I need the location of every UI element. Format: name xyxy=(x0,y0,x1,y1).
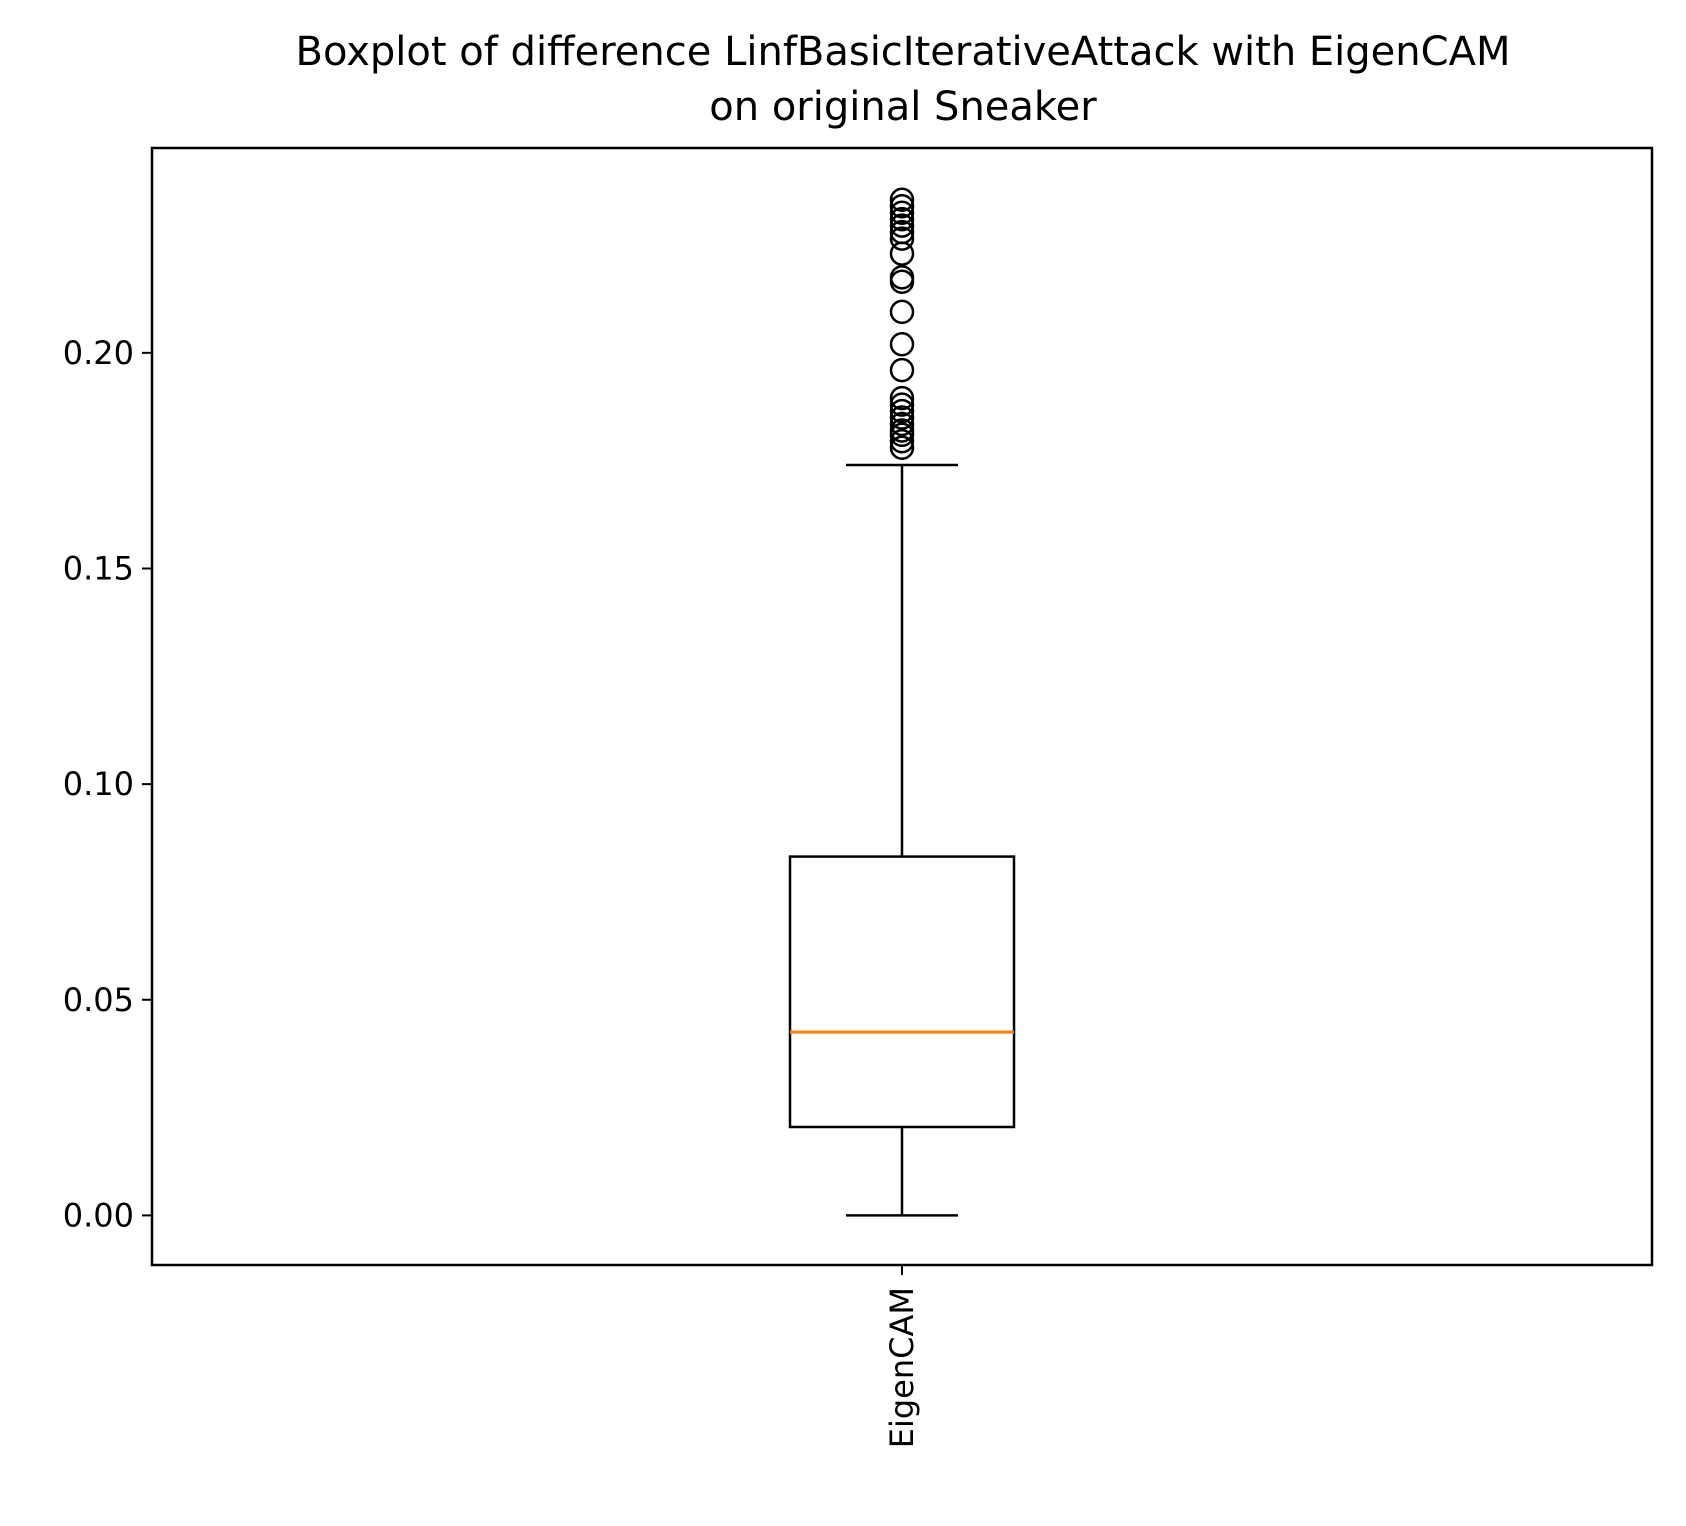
outlier-point xyxy=(889,398,915,424)
outlier-point xyxy=(889,411,915,437)
outlier-point xyxy=(889,385,915,411)
chart-title-line-2: on original Sneaker xyxy=(709,84,1097,130)
outlier-point xyxy=(889,213,915,238)
outlier-point xyxy=(889,193,915,219)
iqr-box xyxy=(788,855,1016,1129)
outlier-point xyxy=(889,418,915,443)
y-tick-label: 0.10 xyxy=(63,765,134,803)
outlier-point xyxy=(889,435,915,460)
outlier-point xyxy=(889,429,915,454)
y-tick-label: 0.05 xyxy=(63,981,134,1019)
plot-area: 0.00 0.05 0.10 0.15 0.20 EigenCAM xyxy=(63,187,1016,1448)
outlier-point xyxy=(889,219,915,245)
axes-frame xyxy=(150,146,1654,1267)
outlier-point xyxy=(889,331,915,357)
outlier-point xyxy=(889,357,915,383)
outlier-point xyxy=(889,200,915,225)
y-tick-label: 0.20 xyxy=(63,334,134,372)
outlier-point xyxy=(889,299,915,325)
y-tick-label: 0.15 xyxy=(63,549,134,587)
outlier-point xyxy=(889,206,915,232)
x-tick-label: EigenCAM xyxy=(883,1287,921,1448)
outlier-point xyxy=(889,226,915,251)
outlier-point xyxy=(889,265,915,290)
y-tick-label: 0.00 xyxy=(63,1196,134,1234)
outlier-point xyxy=(889,187,915,213)
outlier-point xyxy=(889,392,915,417)
outlier-point xyxy=(889,405,915,430)
chart-title-line-1: Boxplot of difference LinfBasicIterative… xyxy=(296,29,1511,75)
